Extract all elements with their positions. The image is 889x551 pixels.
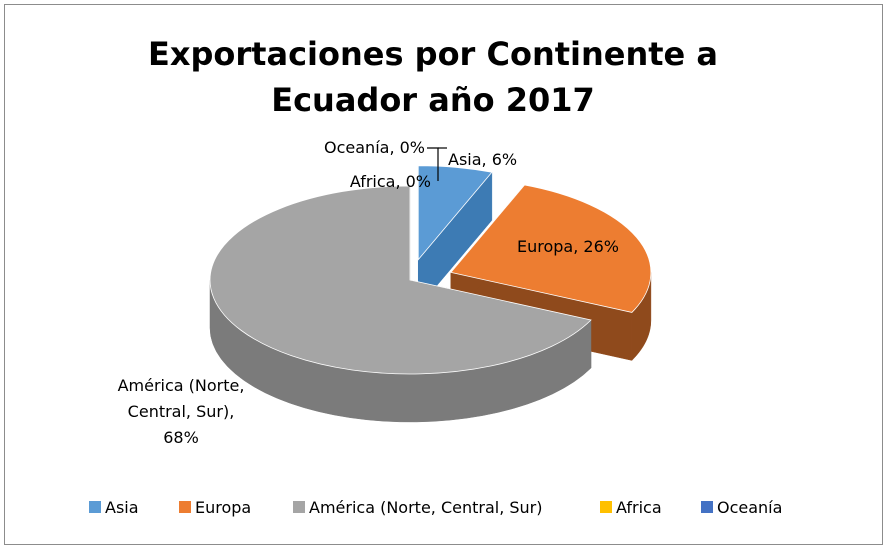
data-label-europa: Europa, 26%	[517, 237, 619, 256]
data-label-asia: Asia, 6%	[448, 150, 517, 169]
data-label-america-line-2: Central, Sur),	[128, 402, 235, 421]
legend-swatch-america	[293, 501, 305, 513]
legend-label-asia: Asia	[105, 498, 139, 517]
pie-slice-asia	[417, 165, 493, 261]
pie-slice-america	[209, 185, 592, 375]
data-label-america-line-1: América (Norte,	[118, 376, 245, 395]
data-label-america-line-3: 68%	[163, 428, 199, 447]
pie-slices	[209, 165, 652, 423]
legend-swatch-africa	[600, 501, 612, 513]
chart-frame: Exportaciones por Continente a Ecuador a…	[4, 4, 883, 545]
legend-swatch-oceania	[701, 501, 713, 513]
data-label-oceania: Oceanía, 0%	[324, 138, 425, 157]
chart-title-line-1: Exportaciones por Continente a	[148, 35, 718, 73]
pie-slice-europa	[450, 184, 652, 313]
legend-swatch-europa	[179, 501, 191, 513]
data-label-africa: Africa, 0%	[350, 172, 431, 191]
legend-swatch-asia	[89, 501, 101, 513]
legend-label-america: América (Norte, Central, Sur)	[309, 498, 543, 517]
legend-label-africa: Africa	[616, 498, 662, 517]
legend-label-europa: Europa	[195, 498, 251, 517]
pie-chart: Exportaciones por Continente a Ecuador a…	[89, 35, 782, 517]
chart-title-line-2: Ecuador año 2017	[271, 81, 595, 119]
legend-label-oceania: Oceanía	[717, 498, 782, 517]
